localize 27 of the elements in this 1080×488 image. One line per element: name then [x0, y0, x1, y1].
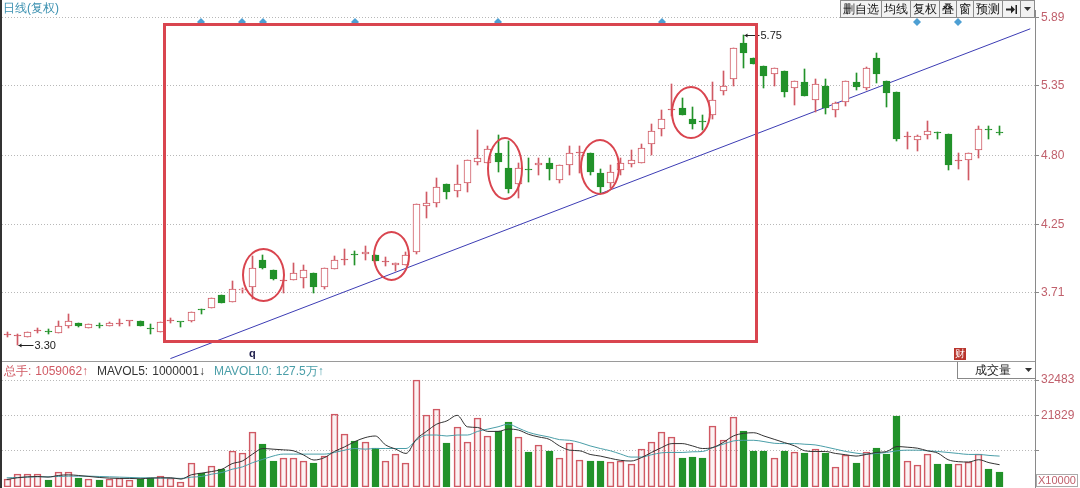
- y-axis-title: X10000: [1036, 474, 1078, 487]
- text: 总手:: [4, 364, 32, 378]
- annotation: 1059062↑: [35, 364, 89, 378]
- toolbar-button: 复权: [910, 0, 940, 18]
- toolbar-button: 预测: [973, 0, 1003, 18]
- y-tick-label: 32483: [1041, 372, 1075, 387]
- toolbar-button: 删自选: [840, 0, 882, 18]
- dropdown: 成交量: [957, 362, 1035, 379]
- chart-title: 日线(复权): [3, 1, 59, 15]
- toolbar-button: 叠: [939, 0, 957, 18]
- chart-title: 成交量: [975, 363, 1011, 377]
- annotation: 5.75: [760, 28, 782, 41]
- annotation: 3.30: [34, 338, 56, 351]
- text: MAVOL10:: [213, 364, 272, 378]
- toolbar-button: 窗: [956, 0, 974, 18]
- toolbar-button: 均线: [881, 0, 911, 18]
- y-tick-label: 5.89: [1041, 9, 1065, 24]
- annotation: 1000001↓: [152, 364, 205, 378]
- annotation: q: [249, 347, 256, 359]
- text: MAVOL5:: [97, 364, 149, 378]
- annotation: 财: [954, 348, 967, 360]
- annotation: 127.5万↑: [275, 364, 324, 378]
- y-tick-label: 4.80: [1041, 147, 1065, 162]
- y-tick-label: 5.35: [1041, 78, 1065, 93]
- y-tick-label: 4.25: [1041, 216, 1065, 231]
- y-tick-label: 3.71: [1041, 285, 1065, 300]
- y-tick-label: 21829: [1041, 407, 1075, 422]
